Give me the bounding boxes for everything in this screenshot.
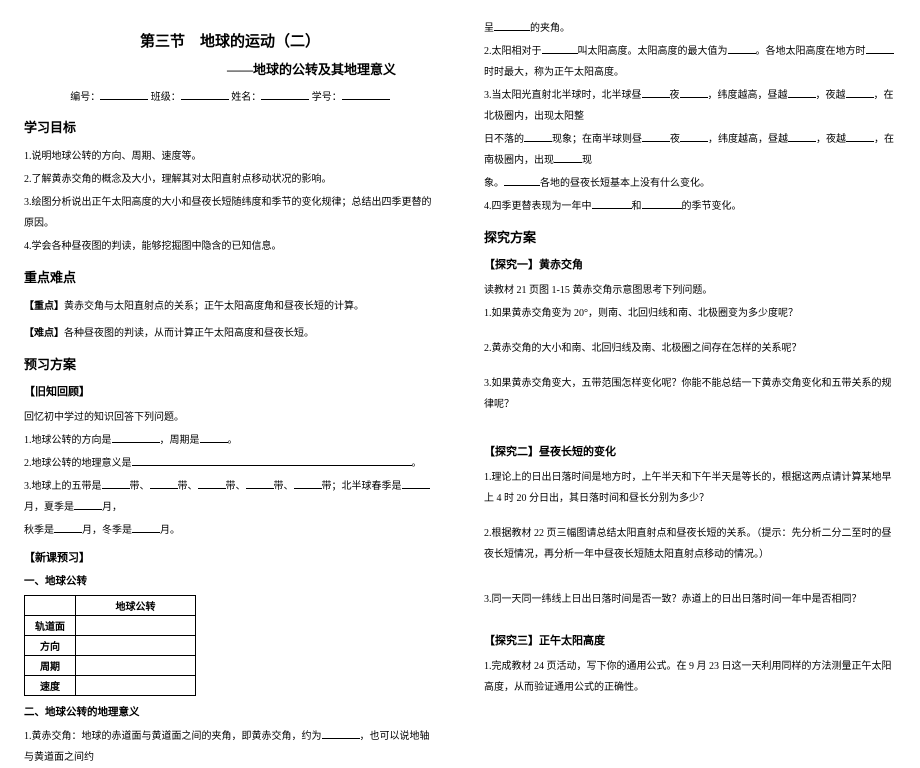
blank [342, 89, 390, 100]
blank [554, 152, 582, 163]
table-header-blank [25, 596, 76, 616]
id-line: 编号： 班级： 姓名： 学号： [24, 88, 436, 103]
heading-review: 【旧知回顾】 [24, 383, 436, 399]
label-id-pre: 编号： [70, 92, 100, 103]
heading-ex1: 【探究一】黄赤交角 [484, 256, 896, 272]
blank [132, 455, 412, 466]
ex2-item: 2.根据教材 22 页三幅图请总结太阳直射点和昼夜长短的关系。（提示：先分析二分… [484, 523, 896, 565]
ex3-item: 1.完成教材 24 页活动，写下你的通用公式。在 9 月 23 日这一天利用同样… [484, 656, 896, 698]
blank [294, 478, 322, 489]
heading-ex3: 【探究三】正午太阳高度 [484, 632, 896, 648]
blank [74, 499, 102, 510]
revolution-table: 地球公转 轨道面 方向 周期 速度 [24, 595, 196, 696]
cont-line: 日不落的现象；在南半球则昼夜，纬度越高，昼越，夜越，在南极圈内，出现现 [484, 129, 896, 171]
blank [642, 198, 682, 209]
cont-line: 呈的夹角。 [484, 18, 896, 39]
blank [680, 87, 708, 98]
goal-item: 1.说明地球公转的方向、周期、速度等。 [24, 146, 436, 167]
heading-sec2: 二、地球公转的地理意义 [24, 704, 436, 719]
blank [198, 478, 226, 489]
blank [504, 175, 540, 186]
blank [642, 87, 670, 98]
ex1-item: 2.黄赤交角的大小和南、北回归线及南、北极圈之间存在怎样的关系呢？ [484, 338, 896, 359]
blank [112, 432, 160, 443]
heading-explore: 探究方案 [484, 227, 896, 246]
table-cell [76, 676, 196, 696]
goal-item: 3.绘图分析说出正午太阳高度的大小和昼夜长短随纬度和季节的变化规律；总结出四季更… [24, 192, 436, 234]
review-item: 秋季是月，冬季是月。 [24, 520, 436, 541]
blank [542, 43, 578, 54]
cont-line: 象。各地的昼夜长短基本上没有什么变化。 [484, 173, 896, 194]
ex2-item: 3.同一天同一纬线上日出日落时间是否一致？赤道上的日出日落时间一年中是否相同？ [484, 589, 896, 610]
label-no: 学号： [312, 92, 342, 103]
heading-difficulties: 重点难点 [24, 267, 436, 286]
blank [54, 522, 82, 533]
goal-item: 2.了解黄赤交角的概念及大小，理解其对太阳直射点移动状况的影响。 [24, 169, 436, 190]
ex1-item: 1.如果黄赤交角变为 20°，则南、北回归线和南、北极圈变为多少度呢？ [484, 303, 896, 324]
blank [642, 131, 670, 142]
ex1-lead: 读教材 21 页图 1-15 黄赤交角示意图思考下列问题。 [484, 280, 896, 301]
table-row-label: 轨道面 [25, 616, 76, 636]
table-cell [76, 656, 196, 676]
heading-ex2: 【探究二】昼夜长短的变化 [484, 443, 896, 459]
table-header: 地球公转 [76, 596, 196, 616]
cont-line: 3.当太阳光直射北半球时，北半球昼夜，纬度越高，昼越，夜越，在北极圈内，出现太阳… [484, 85, 896, 127]
goal-item: 4.学会各种昼夜图的判读，能够挖掘图中隐含的已知信息。 [24, 236, 436, 257]
review-item: 3.地球上的五带是带、带、带、带、带；北半球春季是月，夏季是月， [24, 476, 436, 518]
table-row-label: 方向 [25, 636, 76, 656]
cont-line: 4.四季更替表现为一年中和的季节变化。 [484, 196, 896, 217]
blank [592, 198, 632, 209]
blank [846, 87, 874, 98]
blank [788, 131, 816, 142]
blank [181, 89, 229, 100]
review-item: 1.地球公转的方向是，周期是。 [24, 430, 436, 451]
table-row-label: 周期 [25, 656, 76, 676]
table-cell [76, 636, 196, 656]
blank [200, 432, 228, 443]
section-title: 第三节 地球的运动（二） [24, 30, 436, 51]
heading-preview: 预习方案 [24, 354, 436, 373]
blank [322, 728, 360, 739]
table-row-label: 速度 [25, 676, 76, 696]
label-name: 姓名： [231, 92, 261, 103]
cont-line: 2.太阳相对于叫太阳高度。太阳高度的最大值为。各地太阳高度在地方时时时最大，称为… [484, 41, 896, 83]
label-class: 班级： [151, 92, 181, 103]
blank [402, 478, 430, 489]
subtitle: ——地球的公转及其地理意义 [24, 59, 436, 78]
blank [728, 43, 756, 54]
heading-sec1: 一、地球公转 [24, 573, 436, 588]
hard-point: 【难点】各种昼夜图的判读，从而计算正午太阳高度和昼夜长短。 [24, 323, 436, 344]
blank [132, 522, 160, 533]
ex2-item: 1.理论上的日出日落时间是地方时，上午半天和下午半天是等长的，根据这两点请计算某… [484, 467, 896, 509]
blank [150, 478, 178, 489]
blank [846, 131, 874, 142]
blank [261, 89, 309, 100]
ex1-item: 3.如果黄赤交角变大，五带范围怎样变化呢？你能不能总结一下黄赤交角变化和五带关系… [484, 373, 896, 415]
blank [100, 89, 148, 100]
heading-goals: 学习目标 [24, 117, 436, 136]
blank [788, 87, 816, 98]
blank [866, 43, 894, 54]
table-cell [76, 616, 196, 636]
review-item: 2.地球公转的地理意义是。 [24, 453, 436, 474]
blank [680, 131, 708, 142]
review-lead: 回忆初中学过的知识回答下列问题。 [24, 407, 436, 428]
blank [102, 478, 130, 489]
heading-new-preview: 【新课预习】 [24, 549, 436, 565]
blank [494, 20, 530, 31]
blank [246, 478, 274, 489]
key-point: 【重点】黄赤交角与太阳直射点的关系；正午太阳高度角和昼夜长短的计算。 [24, 296, 436, 317]
blank [524, 131, 552, 142]
sec2-item: 1.黄赤交角：地球的赤道面与黄道面之间的夹角，即黄赤交角，约为，也可以说地轴与黄… [24, 726, 436, 768]
